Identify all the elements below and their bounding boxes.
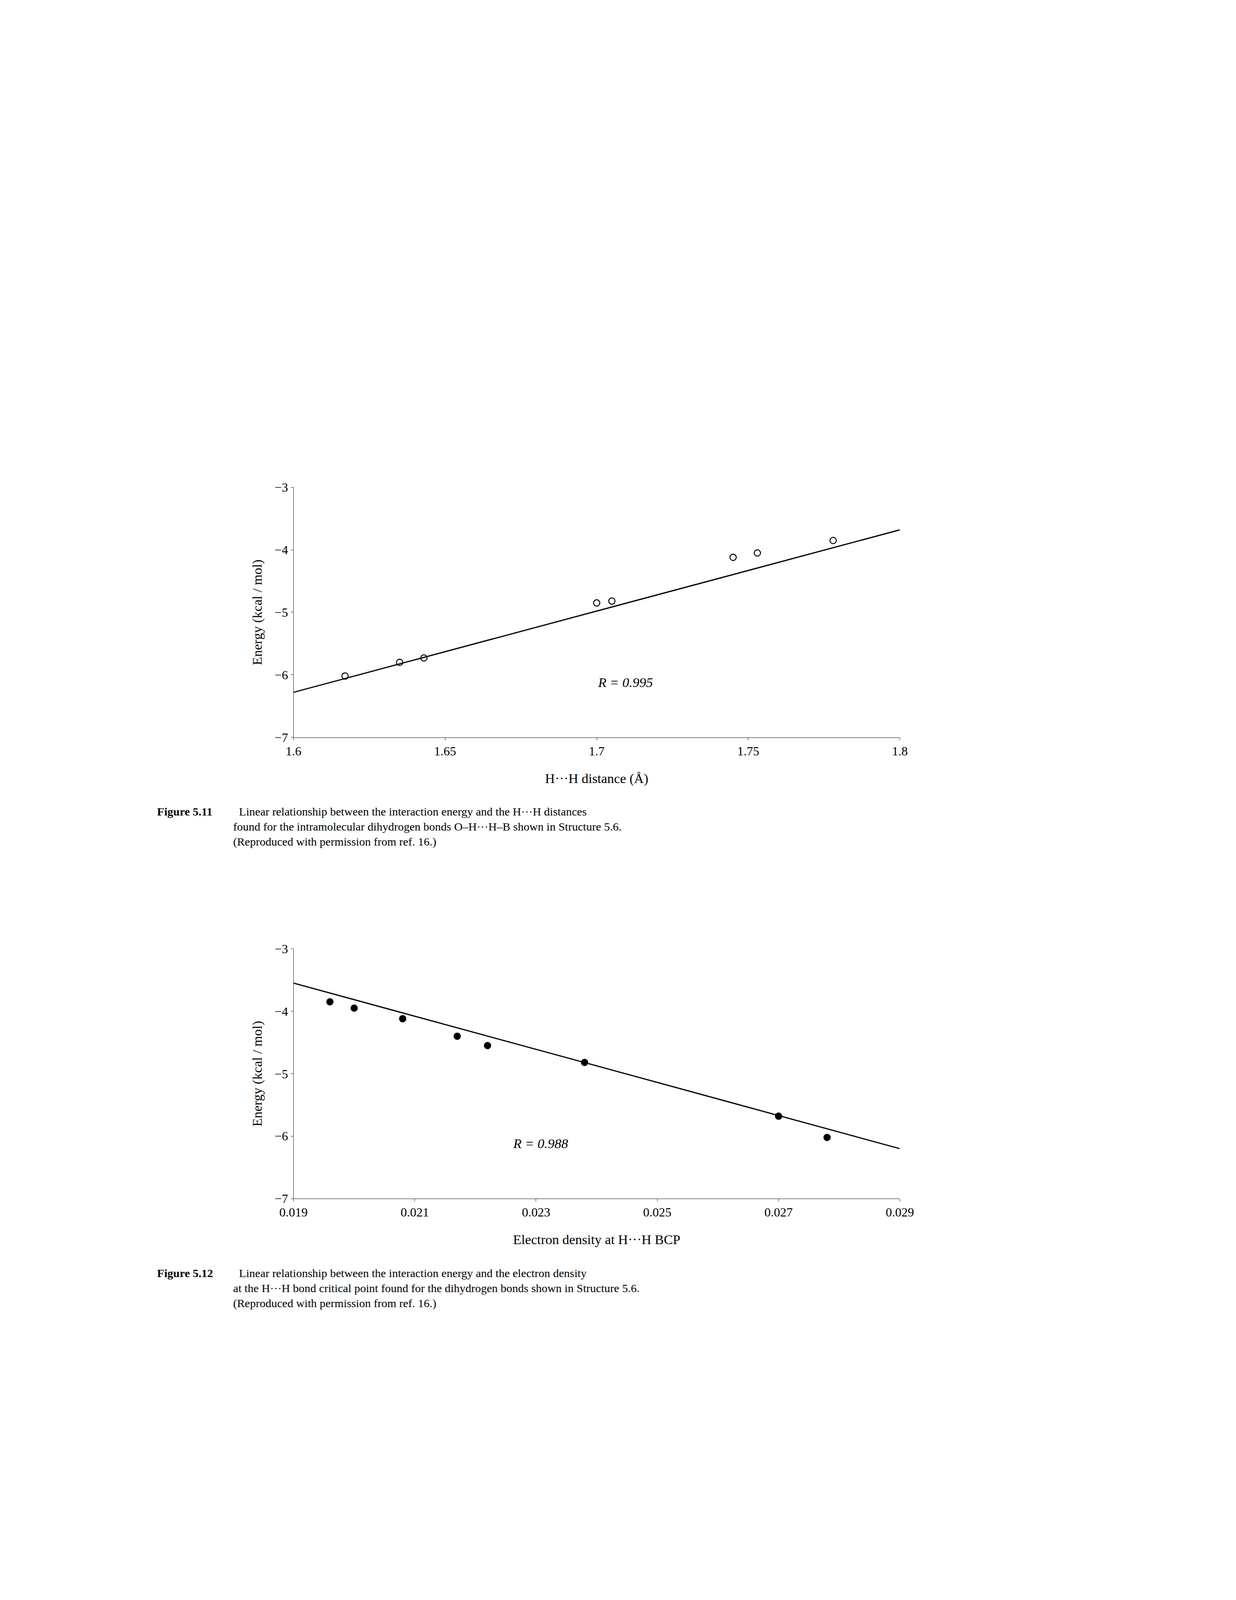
svg-text:−3: −3 <box>274 941 289 956</box>
svg-text:−6: −6 <box>274 667 289 682</box>
svg-text:H···H distance (Å): H···H distance (Å) <box>545 770 649 786</box>
svg-text:Electron density at H···H BCP: Electron density at H···H BCP <box>512 1231 681 1247</box>
svg-text:R = 0.988: R = 0.988 <box>512 1135 569 1151</box>
svg-text:1.8: 1.8 <box>891 744 908 759</box>
svg-text:Figure 5.12: Figure 5.12 <box>157 1266 214 1280</box>
svg-text:0.029: 0.029 <box>885 1204 915 1220</box>
svg-text:0.021: 0.021 <box>400 1204 430 1220</box>
svg-text:Linear relationship between th: Linear relationship between the interact… <box>233 1266 640 1310</box>
svg-text:Figure 5.11: Figure 5.11 <box>157 805 213 818</box>
svg-text:−4: −4 <box>274 1004 289 1019</box>
svg-text:−7: −7 <box>274 1191 289 1206</box>
svg-text:−3: −3 <box>274 480 289 495</box>
svg-text:−6: −6 <box>274 1128 289 1143</box>
svg-text:−5: −5 <box>274 605 289 620</box>
svg-text:1.6: 1.6 <box>285 744 302 759</box>
svg-text:1.75: 1.75 <box>737 744 760 759</box>
svg-text:−4: −4 <box>274 542 289 557</box>
svg-text:1.7: 1.7 <box>588 744 605 759</box>
svg-text:1.65: 1.65 <box>434 744 457 759</box>
svg-text:−7: −7 <box>274 730 289 745</box>
svg-text:−5: −5 <box>274 1066 289 1081</box>
svg-text:Linear relationship between th: Linear relationship between the interact… <box>233 805 622 848</box>
svg-text:Energy (kcal / mol): Energy (kcal / mol) <box>249 559 265 666</box>
svg-text:Energy (kcal / mol): Energy (kcal / mol) <box>249 1020 265 1126</box>
svg-text:0.023: 0.023 <box>522 1204 551 1220</box>
svg-text:0.019: 0.019 <box>279 1204 308 1220</box>
svg-text:0.025: 0.025 <box>643 1204 672 1220</box>
svg-text:0.027: 0.027 <box>764 1204 793 1220</box>
svg-text:R = 0.995: R = 0.995 <box>597 674 653 690</box>
